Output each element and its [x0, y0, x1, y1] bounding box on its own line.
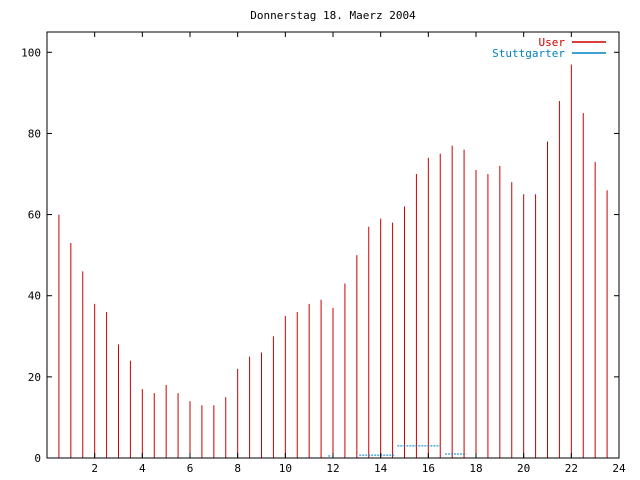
- x-tick-label: 14: [374, 462, 388, 475]
- x-axis: 2 4 6 8 10 12 14 16 18 20 22 24: [91, 32, 626, 475]
- x-tick-label: 18: [469, 462, 482, 475]
- x-tick-label: 24: [612, 462, 626, 475]
- x-tick-label: 16: [422, 462, 435, 475]
- y-tick-label: 80: [28, 127, 41, 140]
- x-tick-label: 8: [234, 462, 241, 475]
- x-tick-label: 6: [187, 462, 194, 475]
- y-tick-label: 100: [21, 46, 41, 59]
- x-tick-label: 12: [326, 462, 339, 475]
- chart-title: Donnerstag 18. Maerz 2004: [250, 9, 416, 22]
- y-tick-label: 20: [28, 371, 41, 384]
- x-tick-label: 2: [91, 462, 98, 475]
- legend: User Stuttgarter: [492, 36, 606, 60]
- x-tick-label: 10: [279, 462, 292, 475]
- y-axis: 0 20 40 60 80 100: [21, 46, 619, 465]
- stuttgarter-line: [328, 445, 467, 457]
- user-bars: [46, 64, 620, 458]
- y-tick-label: 0: [34, 452, 41, 465]
- x-tick-label: 22: [565, 462, 578, 475]
- x-tick-label: 4: [139, 462, 146, 475]
- x-tick-label: 20: [517, 462, 530, 475]
- legend-stuttgarter-label: Stuttgarter: [492, 47, 565, 60]
- legend-user-label: User: [539, 36, 566, 49]
- y-tick-label: 40: [28, 290, 41, 303]
- y-tick-label: 60: [28, 209, 41, 222]
